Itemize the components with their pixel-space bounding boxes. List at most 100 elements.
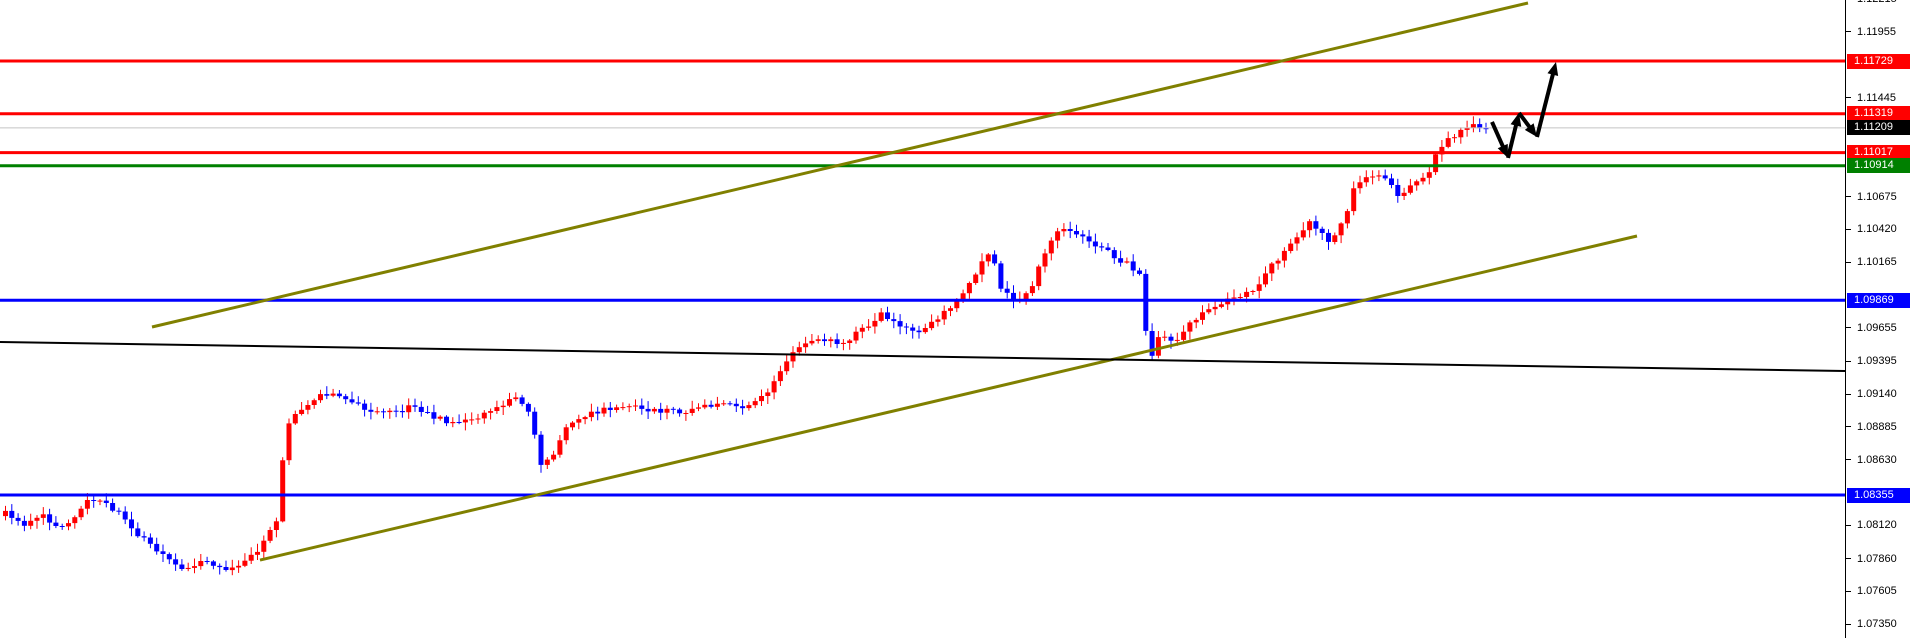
candle-body <box>683 413 689 414</box>
candle-body <box>412 405 418 407</box>
candle-body <box>261 540 267 552</box>
candle-body <box>771 381 777 393</box>
candle-body <box>935 319 941 322</box>
candle-body <box>374 411 380 413</box>
candle-body <box>1029 286 1035 294</box>
candle-body <box>607 407 613 410</box>
candle-body <box>796 347 802 353</box>
candle-body <box>620 407 626 409</box>
candle-body <box>822 339 827 342</box>
candle-body <box>853 331 859 341</box>
candle-body <box>1351 188 1357 212</box>
candle-body <box>444 416 449 424</box>
candle-body <box>1055 231 1061 241</box>
candle-body <box>9 510 15 518</box>
candle-body <box>1067 229 1073 231</box>
candle-body <box>437 416 443 419</box>
candle-body <box>525 403 531 412</box>
candle-body <box>538 434 544 465</box>
candle-body <box>1023 293 1029 300</box>
channel-upper[interactable] <box>151 1 1529 329</box>
projection-arrow-segment[interactable] <box>1535 70 1556 138</box>
candle-body <box>425 412 431 413</box>
candle-body <box>708 404 714 407</box>
candle-body <box>103 500 109 503</box>
candle-body <box>1363 177 1369 183</box>
candle-body <box>1313 221 1319 229</box>
candle-body <box>387 410 393 413</box>
candle-body <box>500 405 506 408</box>
candle-body <box>141 536 147 538</box>
candle-body <box>116 510 122 512</box>
candle-body <box>689 408 695 413</box>
projection-arrowhead <box>1510 112 1522 127</box>
candle-body <box>1231 297 1237 299</box>
candle-body <box>992 254 998 264</box>
candle-body <box>645 408 651 412</box>
candle-body <box>97 500 103 502</box>
candle-body <box>897 321 903 327</box>
candle-body <box>903 326 909 328</box>
candle-body <box>40 514 46 518</box>
candle-body <box>210 561 216 566</box>
candle-body <box>217 565 223 568</box>
candle-body <box>1433 154 1439 173</box>
projection-arrow-segment[interactable] <box>1490 121 1507 151</box>
candle-body <box>544 459 550 465</box>
channel-lower[interactable] <box>259 234 1638 562</box>
candle-body <box>1218 304 1224 307</box>
candle-body <box>355 402 361 404</box>
candle-body <box>966 283 972 294</box>
candle-body <box>1414 181 1420 186</box>
candle-body <box>122 511 128 520</box>
candle-body <box>626 406 632 408</box>
candle-body <box>563 427 569 441</box>
descending-black-trendline[interactable] <box>0 341 1846 372</box>
candle-body <box>166 554 172 560</box>
candle-body <box>1370 176 1376 178</box>
candle-body <box>765 392 771 396</box>
candle-body <box>885 312 890 319</box>
candle-body <box>15 517 21 521</box>
candle-body <box>1080 234 1086 237</box>
candle-body <box>746 405 752 409</box>
candle-body <box>872 320 878 327</box>
candle-body <box>1250 291 1256 292</box>
candle-body <box>236 565 242 568</box>
candle-body <box>1256 284 1262 291</box>
candle-body <box>614 407 620 410</box>
candle-body <box>777 371 783 382</box>
candle-body <box>658 408 664 413</box>
candle-body <box>1326 232 1331 242</box>
candle-body <box>198 561 204 567</box>
candle-body <box>318 394 323 401</box>
candle-body <box>1149 331 1155 356</box>
projection-arrow-segment[interactable] <box>1506 121 1519 159</box>
candle-body <box>1042 253 1048 267</box>
candle-body <box>570 422 575 428</box>
candle-body <box>173 559 179 565</box>
candle-body <box>488 411 494 413</box>
candle-body <box>513 397 519 400</box>
candle-body <box>362 403 368 410</box>
candle-body <box>702 404 708 408</box>
candle-body <box>759 396 764 402</box>
candle-body <box>280 460 286 522</box>
candle-body <box>828 339 834 342</box>
candle-body <box>1092 241 1098 247</box>
candle-body <box>456 422 462 423</box>
candle-body <box>204 561 210 562</box>
candle-body <box>336 393 342 397</box>
candle-body <box>1389 178 1394 185</box>
candle-body <box>588 411 594 418</box>
candle-body <box>922 328 928 333</box>
candle-body <box>1181 331 1187 340</box>
candle-body <box>840 342 846 344</box>
candle-body <box>349 399 355 403</box>
candle-body <box>866 326 872 328</box>
candle-body <box>450 422 456 424</box>
candle-body <box>343 396 349 400</box>
candle-body <box>324 394 330 396</box>
